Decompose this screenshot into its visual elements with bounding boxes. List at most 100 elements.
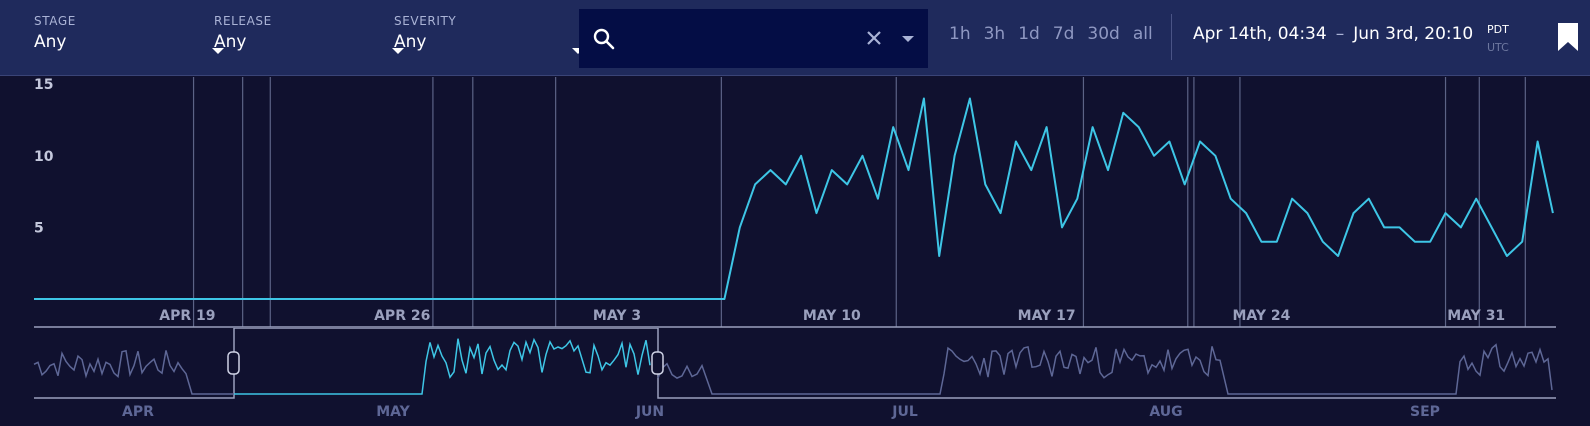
chevron-down-icon[interactable] (392, 48, 404, 54)
series-point[interactable] (1381, 224, 1387, 230)
series-point[interactable] (1120, 110, 1126, 116)
series-point[interactable] (1519, 239, 1525, 245)
series-point[interactable] (936, 253, 942, 259)
series-point[interactable] (1182, 181, 1188, 187)
series-point[interactable] (1550, 210, 1556, 216)
series-point[interactable] (1228, 196, 1234, 202)
series-point[interactable] (1136, 124, 1142, 130)
series-point[interactable] (1397, 224, 1403, 230)
date-range-separator: – (1335, 24, 1345, 44)
main-chart[interactable]: 5 10 15 APR 19 APR 26 MAY 3 MAY 10 MAY 17 MAY 2… (0, 77, 1590, 328)
y-tick-label: 15 (34, 77, 53, 93)
series-point[interactable] (982, 181, 988, 187)
series-point[interactable] (1304, 210, 1310, 216)
series-point[interactable] (844, 181, 850, 187)
overview-right-handle[interactable] (651, 351, 664, 375)
range-1h-button[interactable]: 1h (949, 24, 971, 44)
timezone-utc[interactable]: UTC (1487, 41, 1509, 54)
overview-left-handle[interactable] (227, 351, 240, 375)
search-dropdown-chevron-down-icon[interactable] (902, 36, 914, 42)
overview-x-tick-label: AUG (1149, 404, 1182, 420)
date-range[interactable]: Apr 14th, 04:34– Jun 3rd, 20:10 (1193, 24, 1473, 44)
series-point[interactable] (1427, 239, 1433, 245)
series-point[interactable] (1090, 124, 1096, 130)
series-point[interactable] (952, 153, 958, 159)
date-range-end[interactable]: Jun 3rd, 20:10 (1353, 24, 1474, 44)
series-point[interactable] (829, 167, 835, 173)
series-point[interactable] (31, 296, 37, 302)
overview-x-tick-label: APR (122, 404, 154, 420)
severity-filter-value[interactable]: Any (394, 32, 427, 52)
bookmark-icon[interactable] (1557, 23, 1579, 51)
series-point[interactable] (752, 181, 758, 187)
stage-filter-value[interactable]: Any (34, 32, 67, 52)
series-point[interactable] (1044, 124, 1050, 130)
series-point[interactable] (767, 167, 773, 173)
timezone-pdt[interactable]: PDT (1487, 23, 1509, 36)
date-range-start[interactable]: Apr 14th, 04:34 (1193, 24, 1327, 44)
range-3h-button[interactable]: 3h (983, 24, 1006, 44)
time-range-buttons: 1h 3h 1d 7d 30d all (949, 24, 1166, 44)
series-line (34, 97, 1554, 300)
overview-series-selected (234, 337, 651, 395)
overview-x-tick-label: MAY (376, 404, 410, 420)
series-point[interactable] (1504, 253, 1510, 259)
series-point[interactable] (875, 196, 881, 202)
release-filter-value[interactable]: Any (214, 32, 247, 52)
series-point[interactable] (1013, 138, 1019, 144)
series-point[interactable] (1350, 210, 1356, 216)
series-point[interactable] (1197, 138, 1203, 144)
series-point[interactable] (1074, 196, 1080, 202)
range-30d-button[interactable]: 30d (1087, 24, 1120, 44)
series-point[interactable] (1028, 167, 1034, 173)
range-all-button[interactable]: all (1132, 24, 1153, 44)
release-filter[interactable]: RELEASE Any (214, 14, 404, 60)
series-point[interactable] (1320, 239, 1326, 245)
toolbar-divider (1171, 14, 1172, 60)
chevron-down-icon[interactable] (572, 48, 584, 54)
series-point[interactable] (906, 167, 912, 173)
series-point[interactable] (1473, 196, 1479, 202)
series-point[interactable] (1212, 153, 1218, 159)
series-point[interactable] (1243, 210, 1249, 216)
search-icon (593, 28, 615, 50)
series-point[interactable] (1489, 224, 1495, 230)
series-point[interactable] (1412, 239, 1418, 245)
series-point[interactable] (798, 153, 804, 159)
x-tick-label: APR 19 (159, 308, 215, 324)
severity-filter[interactable]: SEVERITY Any (394, 14, 584, 60)
series-point[interactable] (783, 181, 789, 187)
series-point[interactable] (737, 224, 743, 230)
series-point[interactable] (1151, 153, 1157, 159)
search-input[interactable] (625, 21, 855, 55)
series-point[interactable] (860, 153, 866, 159)
range-1d-button[interactable]: 1d (1018, 24, 1040, 44)
overview-timeline[interactable]: APR MAY JUN JUL AUG SEP (0, 328, 1590, 426)
series-point[interactable] (1274, 239, 1280, 245)
series-point[interactable] (1443, 210, 1449, 216)
range-7d-button[interactable]: 7d (1052, 24, 1075, 44)
series-point[interactable] (1166, 138, 1172, 144)
series-point[interactable] (1535, 138, 1541, 144)
overview-x-tick-label: JUL (891, 404, 918, 420)
chevron-down-icon[interactable] (212, 48, 224, 54)
series-point[interactable] (921, 95, 927, 101)
series-point[interactable] (1059, 224, 1065, 230)
stage-filter-label: STAGE (34, 14, 76, 28)
series-point[interactable] (813, 210, 819, 216)
stage-filter[interactable]: STAGE Any (34, 14, 224, 60)
search-box[interactable] (579, 9, 928, 68)
series-point[interactable] (890, 124, 896, 130)
series-point[interactable] (1105, 167, 1111, 173)
timezone-toggle[interactable]: PDT UTC (1487, 21, 1509, 57)
close-icon[interactable] (866, 30, 882, 46)
series-point[interactable] (721, 296, 727, 302)
series-point[interactable] (998, 210, 1004, 216)
series-point[interactable] (1458, 224, 1464, 230)
series-point[interactable] (1289, 196, 1295, 202)
series-point[interactable] (1258, 239, 1264, 245)
overview-x-tick-label: SEP (1410, 404, 1440, 420)
series-point[interactable] (967, 95, 973, 101)
series-point[interactable] (1335, 253, 1341, 259)
series-point[interactable] (1366, 196, 1372, 202)
